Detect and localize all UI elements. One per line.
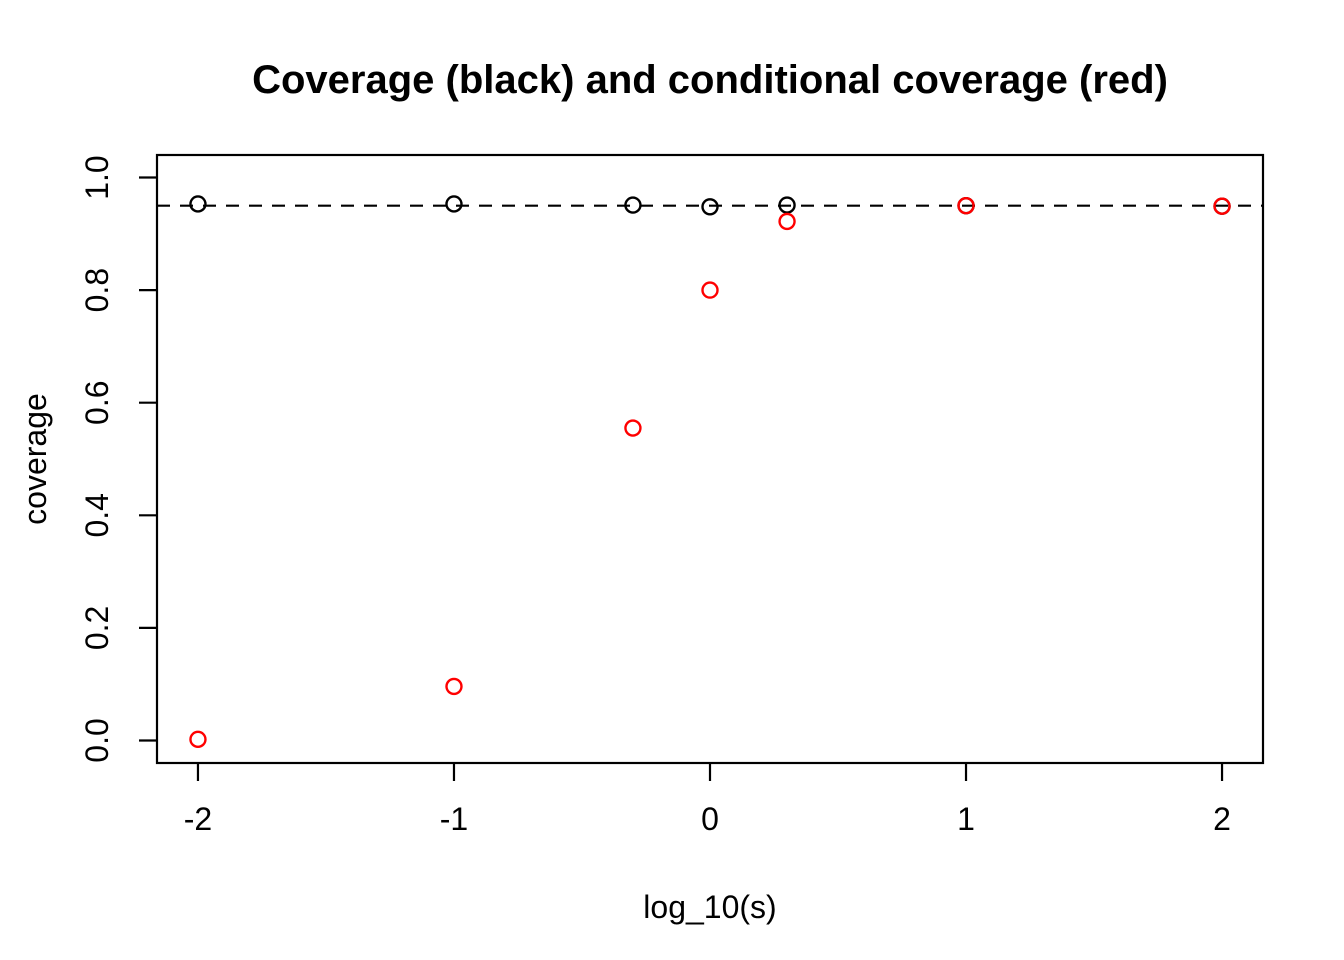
x-axis-label: log_10(s) [643, 889, 776, 925]
plot-title: Coverage (black) and conditional coverag… [252, 58, 1168, 102]
data-point-conditional-coverage [189, 730, 207, 749]
x-tick-label: 2 [1213, 801, 1231, 837]
x-tick-label: -2 [184, 801, 212, 837]
plot-layer: -2 -1 0 1 2 0.0 0.2 0.4 0.6 0.8 1.0 [79, 153, 1265, 837]
data-point-conditional-coverage [957, 196, 975, 215]
y-tick-label: 0.6 [79, 380, 115, 424]
data-point-conditional-coverage [1213, 197, 1231, 215]
data-point-coverage [701, 198, 719, 216]
y-tick-label: 0.0 [79, 718, 115, 762]
y-tick-label: 1.0 [79, 155, 115, 199]
plot-border [155, 153, 1265, 765]
data-point-conditional-coverage [624, 419, 642, 437]
data-point-coverage [778, 196, 796, 214]
x-tick-label: 0 [701, 801, 719, 837]
x-tick-label: -1 [440, 801, 468, 837]
data-point-coverage [445, 195, 463, 213]
data-point-conditional-coverage [445, 677, 463, 696]
y-axis-label: coverage [17, 393, 53, 525]
data-point-coverage [624, 196, 642, 214]
data-point-conditional-coverage [778, 212, 796, 231]
x-tick-label: 1 [957, 801, 975, 837]
data-point-coverage [189, 195, 207, 213]
data-point-conditional-coverage [701, 281, 719, 299]
y-tick-label: 0.2 [79, 606, 115, 650]
y-tick-label: 0.4 [79, 493, 115, 537]
y-tick-label: 0.8 [79, 268, 115, 312]
